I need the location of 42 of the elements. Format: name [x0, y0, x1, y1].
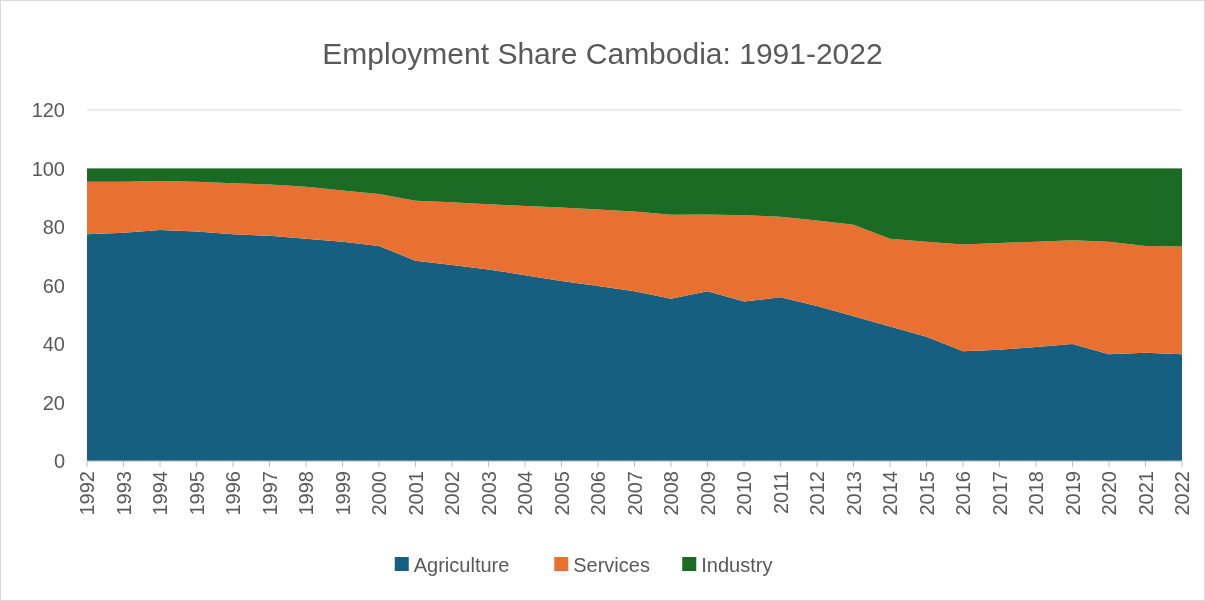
x-tick-label: 2000	[368, 471, 390, 516]
legend-label: Industry	[701, 554, 773, 576]
x-tick-label: 2019	[1061, 471, 1084, 516]
x-tick-label: 1996	[222, 471, 244, 516]
y-tick-label: 80	[42, 216, 65, 238]
x-tick-label: 2009	[696, 471, 719, 516]
x-tick-label: 2017	[988, 471, 1011, 516]
x-tick-label: 2006	[587, 471, 609, 516]
y-tick-label: 20	[42, 391, 65, 414]
chart-title: Employment Share Cambodia: 1991-2022	[322, 37, 883, 70]
x-tick-label: 1999	[331, 471, 354, 516]
x-tick-label: 2012	[806, 471, 828, 516]
x-tick-label: 2014	[879, 471, 901, 516]
y-tick-label: 40	[42, 333, 65, 355]
x-tick-label: 2016	[952, 471, 974, 516]
x-tick-label: 2011	[769, 471, 792, 515]
x-tick-label: 2001	[404, 471, 427, 516]
x-tick-label: 2013	[842, 471, 865, 516]
x-tick-label: 2015	[915, 471, 938, 516]
x-tick-label: 1992	[76, 471, 98, 516]
legend-label: Agriculture	[413, 554, 510, 576]
x-tick-label: 2002	[441, 471, 463, 516]
x-tick-label: 2004	[514, 471, 536, 516]
x-tick-label: 1993	[112, 471, 135, 516]
x-tick-label: 2022	[1171, 471, 1193, 516]
x-tick-label: 2003	[477, 471, 500, 516]
x-tick-label: 2021	[1134, 471, 1157, 516]
x-tick-label: 1994	[149, 471, 171, 516]
y-tick-label: 60	[42, 274, 65, 297]
x-tick-label: 2018	[1025, 471, 1047, 516]
x-tick-label: 1998	[295, 471, 317, 516]
x-tick-label: 2008	[660, 471, 682, 516]
x-tick-label: 2010	[733, 471, 755, 516]
x-tick-label: 1995	[185, 471, 208, 516]
y-tick-label: 120	[31, 99, 65, 121]
x-tick-label: 2020	[1098, 471, 1120, 516]
legend-label: Services	[573, 554, 650, 576]
x-tick-label: 2007	[623, 471, 646, 516]
x-tick-label: 2005	[550, 471, 573, 516]
x-tick-label: 1997	[258, 471, 281, 516]
y-tick-label: 100	[31, 157, 65, 180]
y-tick-label: 0	[53, 450, 65, 472]
